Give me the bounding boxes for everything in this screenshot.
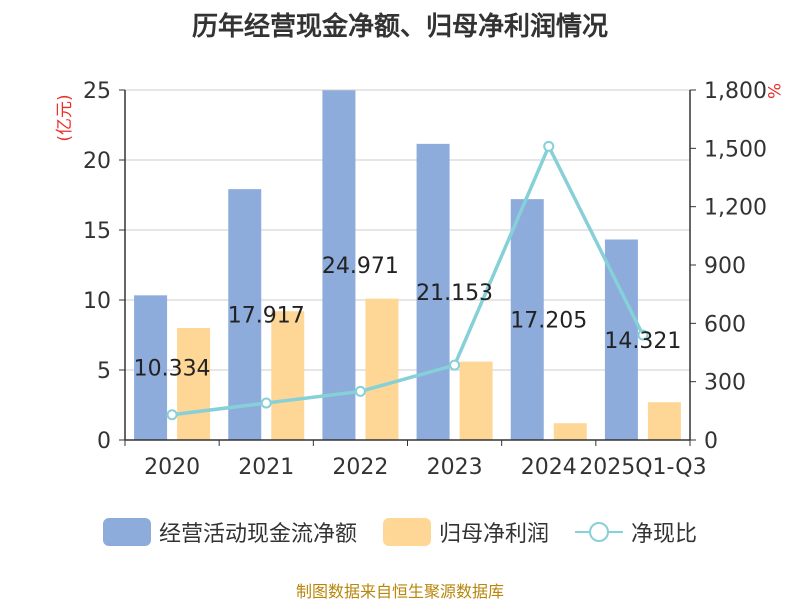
bar-netprofit [647,402,681,440]
bar-netprofit [459,361,493,440]
bar-netprofit [365,298,399,440]
y-right-tick-label: 600 [704,312,746,337]
bar-netprofit [271,311,305,440]
x-tick-label: 2024 [521,455,577,480]
bar-netprofit [177,328,211,440]
y-left-tick-label: 20 [83,149,111,174]
legend-label-ratio: 净现比 [631,522,698,547]
legend-swatch-cashflow [102,518,151,546]
chart-title: 历年经营现金净额、归母净利润情况 [191,12,608,42]
legend-swatch-netprofit [382,518,431,546]
data-label-cashflow: 17.917 [228,304,305,329]
x-tick-label: 2021 [238,455,294,480]
ratio-point [354,385,366,397]
legend-label-netprofit: 归母净利润 [438,522,549,547]
bar-cashflow [416,143,450,440]
data-label-cashflow: 17.205 [510,309,587,334]
y-right-tick-label: 300 [704,371,746,396]
source-note: 制图数据来自恒生聚源数据库 [295,582,504,601]
ratio-point [166,409,178,421]
ratio-point [449,359,461,371]
y-right-tick-label: 1,500 [704,137,767,162]
bar-cashflow [134,295,168,440]
bar-cashflow [228,189,262,440]
ratio-point [260,397,272,409]
ratio-point [637,329,649,341]
y-right-tick-label: 0 [704,429,718,454]
y-right-tick-label: 1,800 [704,79,767,104]
legend-item-ratio[interactable]: 净现比 [575,516,697,548]
y-left-tick-label: 25 [83,79,111,104]
x-tick-label: 2022 [332,455,388,480]
y-right-tick-label: 900 [704,254,746,279]
bar-cashflow [322,90,356,440]
y-right-unit-label: % [763,83,783,99]
ratio-line [171,142,645,417]
bar-cashflow [510,199,544,440]
data-label-cashflow: 14.321 [604,329,681,354]
y-left-tick-label: 0 [97,429,111,454]
ratio-point [543,140,555,152]
legend-item-netprofit[interactable]: 归母净利润 [382,516,549,548]
y-left-unit-label: (亿元) [55,94,75,141]
y-left-tick-label: 5 [97,359,111,384]
x-tick-label: 2025Q1-Q3 [579,455,706,480]
y-left-tick-label: 15 [83,219,111,244]
data-label-cashflow: 24.971 [322,254,399,279]
x-tick-label: 2020 [144,455,200,480]
legend: 经营活动现金流净额 归母净利润 净现比 [0,516,800,548]
legend-item-cashflow[interactable]: 经营活动现金流净额 [102,516,357,548]
bar-netprofit [553,423,587,440]
y-right-tick-label: 1,200 [704,196,767,221]
data-label-cashflow: 10.334 [134,357,211,382]
data-label-cashflow: 21.153 [416,281,493,306]
legend-swatch-ratio [575,518,623,546]
x-tick-label: 2023 [427,455,483,480]
legend-label-cashflow: 经营活动现金流净额 [158,522,357,547]
y-left-tick-label: 10 [83,289,111,314]
